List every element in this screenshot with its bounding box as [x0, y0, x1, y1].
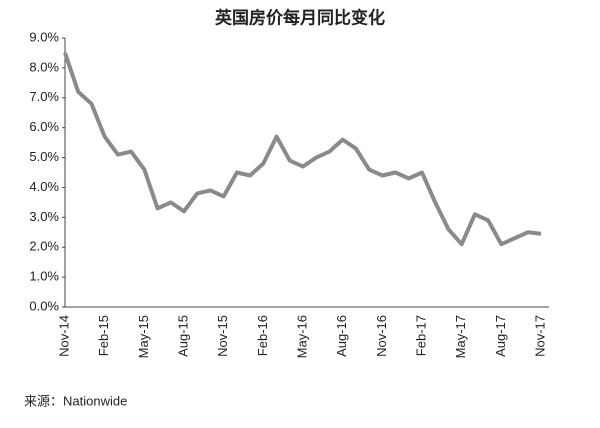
x-tick-label: Feb-17 — [413, 315, 428, 356]
x-tick-label: May-16 — [294, 315, 309, 358]
y-tick-label: 8.0% — [29, 59, 59, 74]
y-tick-label: 1.0% — [29, 269, 59, 284]
x-tick-label: Nov-15 — [215, 315, 230, 357]
y-tick-label: 7.0% — [29, 89, 59, 104]
y-tick-label: 5.0% — [29, 149, 59, 164]
y-tick-label: 4.0% — [29, 179, 59, 194]
chart-title: 英国房价每月同比变化 — [215, 7, 385, 27]
y-tick-label: 0.0% — [29, 298, 59, 313]
y-tick-label: 2.0% — [29, 239, 59, 254]
x-tick-label: Nov-14 — [56, 315, 71, 357]
x-tick-label: Aug-17 — [493, 315, 508, 357]
source-note: 来源：Nationwide — [24, 393, 127, 408]
x-tick-label: Feb-15 — [96, 315, 111, 356]
x-tick-label: Nov-16 — [374, 315, 389, 357]
x-tick-label: Feb-16 — [255, 315, 270, 356]
x-tick-label: Nov-17 — [532, 315, 547, 357]
data-line — [63, 52, 542, 247]
y-tick-label: 3.0% — [29, 209, 59, 224]
x-tick-label: May-15 — [136, 315, 151, 358]
y-tick-label: 9.0% — [29, 29, 59, 44]
x-tick-label: Aug-16 — [334, 315, 349, 357]
x-tick-label: Aug-15 — [175, 315, 190, 357]
y-tick-label: 6.0% — [29, 119, 59, 134]
x-tick-label: May-17 — [453, 315, 468, 358]
